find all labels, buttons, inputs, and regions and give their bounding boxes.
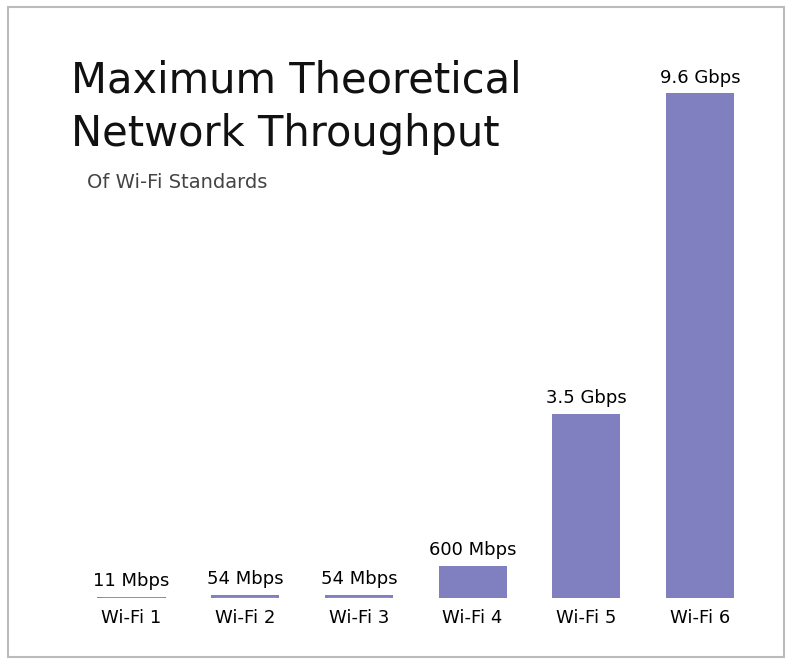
Text: Network Throughput: Network Throughput — [71, 113, 500, 155]
Bar — [666, 94, 734, 598]
Text: 9.6 Gbps: 9.6 Gbps — [660, 68, 741, 86]
Text: 54 Mbps: 54 Mbps — [207, 570, 284, 588]
Bar — [211, 595, 280, 598]
Bar — [439, 566, 507, 598]
Text: 3.5 Gbps: 3.5 Gbps — [546, 389, 626, 407]
Text: 54 Mbps: 54 Mbps — [321, 570, 398, 588]
Bar — [325, 595, 393, 598]
Text: 11 Mbps: 11 Mbps — [93, 572, 169, 590]
Text: Maximum Theoretical: Maximum Theoretical — [71, 60, 522, 102]
Text: 600 Mbps: 600 Mbps — [429, 541, 516, 559]
Bar — [552, 414, 620, 598]
Text: Of Wi-Fi Standards: Of Wi-Fi Standards — [87, 173, 268, 192]
